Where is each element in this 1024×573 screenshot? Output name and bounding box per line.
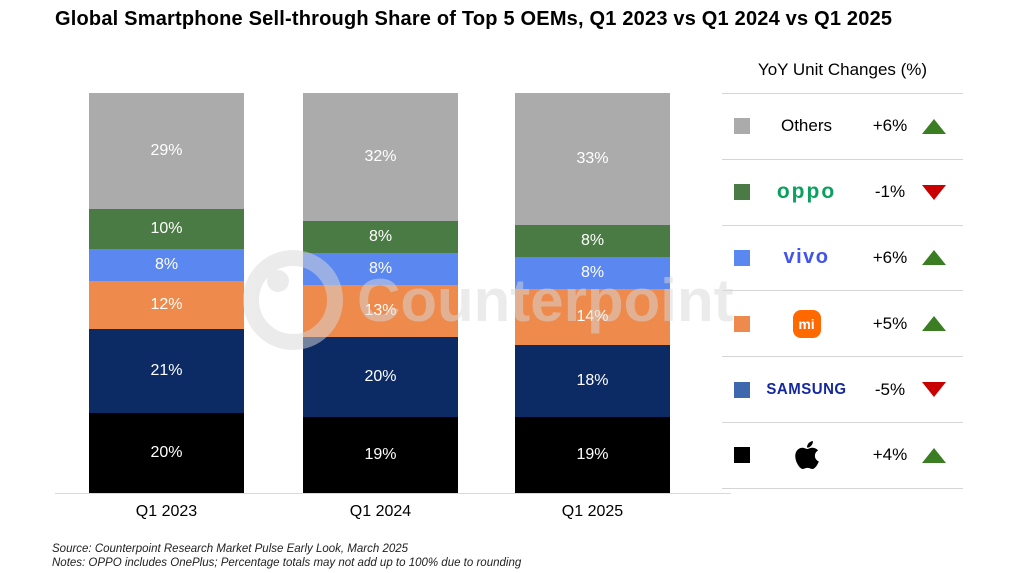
vivo-wordmark: vivo xyxy=(783,246,830,269)
legend-swatch xyxy=(734,249,750,266)
samsung-wordmark: SAMSUNG xyxy=(766,380,847,399)
rounding-note: Notes: OPPO includes OnePlus; Percentage… xyxy=(52,557,522,569)
segment-value-label: 12% xyxy=(150,296,183,313)
yoy-change-value: -5% xyxy=(874,379,906,399)
bar-segment-samsung: 18% xyxy=(515,345,670,417)
yoy-change-value: +6% xyxy=(872,247,908,267)
bar-segment-vivo: 8% xyxy=(89,249,244,281)
oppo-logo: oppo xyxy=(750,180,863,204)
legend-swatch xyxy=(734,381,750,398)
segment-value-label: 13% xyxy=(364,302,397,319)
segment-value-label: 8% xyxy=(368,228,393,245)
bar-segment-others: 29% xyxy=(89,93,244,209)
chart-title: Global Smartphone Sell-through Share of … xyxy=(55,8,893,30)
bar-segment-xiaomi: 13% xyxy=(303,285,458,337)
segment-value-label: 8% xyxy=(154,256,179,273)
bar-segment-others: 33% xyxy=(515,93,670,225)
legend-row-vivo: vivo +6% xyxy=(722,226,963,292)
segment-value-label: 14% xyxy=(576,308,609,325)
yoy-change-value: +4% xyxy=(872,445,908,465)
yoy-legend-table: Others +6% oppo -1% vivo +6% mi +5% SAMSUNG -5% +4… xyxy=(722,93,963,489)
bar-segment-apple: 19% xyxy=(303,417,458,493)
bar-segment-samsung: 20% xyxy=(303,337,458,417)
apple-logo-icon xyxy=(794,441,819,470)
bar-segment-vivo: 8% xyxy=(515,257,670,289)
legend-title: YoY Unit Changes (%) xyxy=(757,60,928,79)
xiaomi-wordmark: mi xyxy=(792,309,821,338)
stacked-bar-q1-2025: 33% 8% 8% 14% 18% 19% xyxy=(515,93,670,493)
yoy-change-value: +6% xyxy=(872,116,908,136)
bar-segment-apple: 20% xyxy=(89,413,244,493)
legend-row-others: Others +6% xyxy=(722,94,963,160)
vivo-logo: vivo xyxy=(750,246,863,269)
segment-value-label: 10% xyxy=(150,220,183,237)
stacked-bar-q1-2024: 32% 8% 8% 13% 20% 19% xyxy=(303,93,458,493)
legend-swatch xyxy=(734,315,750,332)
yoy-change-value: +5% xyxy=(872,313,908,333)
footer-notes: Source: Counterpoint Research Market Pul… xyxy=(52,542,521,570)
down-triangle-icon xyxy=(922,382,946,398)
samsung-logo: SAMSUNG xyxy=(750,380,863,399)
bar-chart: 29% 10% 8% 12% 21% 20% 32% 8% 8% 13% 20% 19% 33% 8% 8%… xyxy=(55,93,731,493)
bar-segment-apple: 19% xyxy=(515,417,670,493)
segment-value-label: 33% xyxy=(576,150,609,167)
up-triangle-icon xyxy=(922,250,946,266)
legend-row-oppo: oppo -1% xyxy=(722,160,963,226)
up-triangle-icon xyxy=(922,118,946,134)
legend-row-apple: +4% xyxy=(722,423,963,489)
bar-segment-vivo: 8% xyxy=(303,253,458,285)
yoy-change-value: -1% xyxy=(874,182,906,202)
legend-swatch xyxy=(734,118,750,135)
up-triangle-icon xyxy=(922,447,946,463)
stacked-bar-q1-2023: 29% 10% 8% 12% 21% 20% xyxy=(89,93,244,493)
segment-value-label: 8% xyxy=(580,264,605,281)
bar-segment-oppo: 10% xyxy=(89,209,244,249)
source-note: Source: Counterpoint Research Market Pul… xyxy=(52,543,409,555)
x-axis-line xyxy=(55,493,731,494)
segment-value-label: 18% xyxy=(576,372,609,389)
bar-segment-oppo: 8% xyxy=(515,225,670,257)
legend-row-samsung: SAMSUNG -5% xyxy=(722,357,963,423)
segment-value-label: 32% xyxy=(364,148,397,165)
bar-segment-xiaomi: 14% xyxy=(515,289,670,345)
bar-segment-others: 32% xyxy=(303,93,458,221)
x-axis-label: Q1 2023 xyxy=(135,503,198,520)
bar-segment-samsung: 21% xyxy=(89,329,244,413)
segment-value-label: 21% xyxy=(150,362,183,379)
x-axis-label: Q1 2024 xyxy=(349,503,412,520)
segment-value-label: 20% xyxy=(364,368,397,385)
oppo-wordmark: oppo xyxy=(776,180,837,204)
segment-value-label: 8% xyxy=(580,232,605,249)
x-axis-label: Q1 2025 xyxy=(561,503,624,520)
segment-value-label: 8% xyxy=(368,260,393,277)
bar-segment-oppo: 8% xyxy=(303,221,458,253)
legend-swatch xyxy=(734,447,750,464)
segment-value-label: 20% xyxy=(150,444,183,461)
apple-logo xyxy=(750,439,863,471)
legend-swatch xyxy=(734,184,750,201)
down-triangle-icon xyxy=(922,184,946,200)
legend-row-xiaomi: mi +5% xyxy=(722,291,963,358)
others-wordmark: Others xyxy=(780,116,833,136)
segment-value-label: 19% xyxy=(576,446,609,463)
xiaomi-logo: mi xyxy=(750,309,863,338)
up-triangle-icon xyxy=(922,316,946,332)
bar-segment-xiaomi: 12% xyxy=(89,281,244,329)
others-logo: Others xyxy=(750,116,863,136)
segment-value-label: 29% xyxy=(150,142,183,159)
segment-value-label: 19% xyxy=(364,446,397,463)
